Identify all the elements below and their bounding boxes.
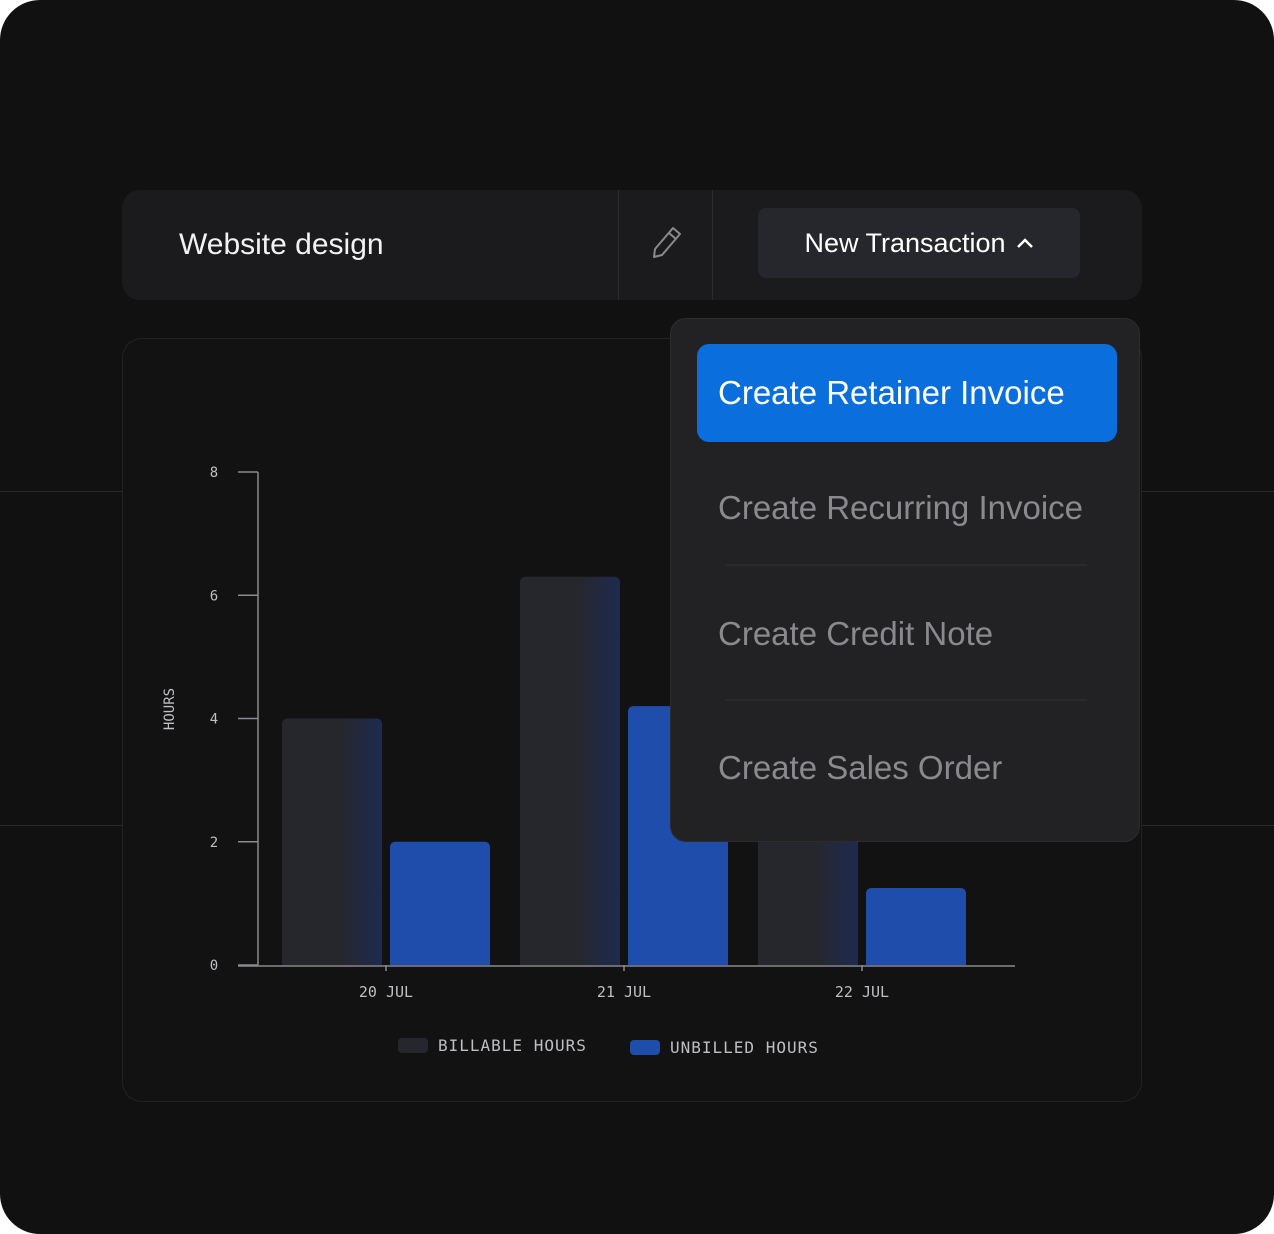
bar-unbilled <box>866 887 966 965</box>
divider <box>0 491 122 492</box>
x-tick-label: 21 JUL <box>597 983 651 1001</box>
menu-divider <box>725 564 1087 566</box>
project-header: Website design New Transaction <box>122 190 1142 300</box>
y-tick-label: 8 <box>210 465 218 481</box>
new-transaction-button[interactable]: New Transaction <box>758 208 1080 278</box>
legend-swatch <box>398 1038 428 1053</box>
divider <box>0 825 122 826</box>
y-tick-label: 6 <box>210 588 218 604</box>
x-tick-label: 22 JUL <box>835 983 889 1001</box>
new-transaction-label: New Transaction <box>804 227 1006 258</box>
divider <box>712 190 713 300</box>
bar-billable <box>282 718 382 965</box>
x-tick-label: 20 JUL <box>359 983 413 1001</box>
menu-divider <box>725 699 1087 701</box>
chevron-up-icon <box>1016 238 1033 248</box>
divider <box>618 190 619 300</box>
menu-item-create-credit-note[interactable]: Create Credit Note <box>718 615 994 652</box>
new-transaction-dropdown: Create Retainer Invoice Create Recurring… <box>670 318 1140 842</box>
y-tick-label: 2 <box>210 835 218 851</box>
y-axis-label: HOURS <box>162 688 178 730</box>
menu-item-create-recurring-invoice[interactable]: Create Recurring Invoice <box>718 489 1083 526</box>
legend-billable: BILLABLE HOURS <box>398 1036 587 1055</box>
legend-label: BILLABLE HOURS <box>438 1036 587 1055</box>
bar-billable <box>520 576 620 965</box>
project-title: Website design <box>179 228 384 261</box>
bar-unbilled <box>390 841 490 965</box>
legend-unbilled: UNBILLED HOURS <box>630 1038 819 1057</box>
legend-swatch <box>630 1040 660 1055</box>
y-tick-label: 4 <box>210 712 218 728</box>
divider <box>1140 491 1274 492</box>
y-tick-label: 0 <box>210 958 218 974</box>
menu-item-create-retainer-invoice[interactable]: Create Retainer Invoice <box>697 344 1117 442</box>
divider <box>1140 825 1274 826</box>
legend-label: UNBILLED HOURS <box>670 1038 819 1057</box>
menu-item-create-sales-order[interactable]: Create Sales Order <box>718 749 1003 786</box>
pencil-icon[interactable] <box>647 222 687 262</box>
